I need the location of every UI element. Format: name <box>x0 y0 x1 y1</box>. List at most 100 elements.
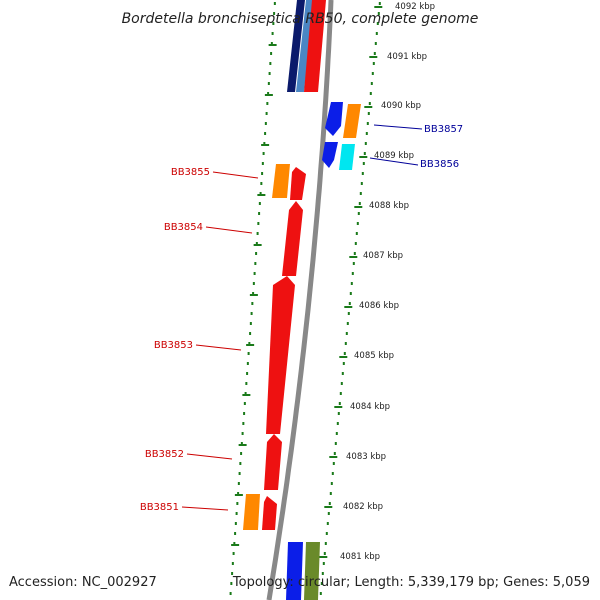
ruler-dot <box>242 422 245 425</box>
tick-label-4086: 4086 kbp <box>359 301 399 311</box>
ruler-dot <box>334 442 337 445</box>
gene-feature <box>266 276 295 434</box>
ruler-dot <box>351 272 354 275</box>
tick-label-4089: 4089 kbp <box>374 151 414 161</box>
gene-label-bb3853[interactable]: BB3853 <box>154 340 193 351</box>
tick-label-4084: 4084 kbp <box>350 402 390 412</box>
gene-feature <box>325 102 343 136</box>
ruler-dot <box>237 482 240 485</box>
gene-label-bb3854[interactable]: BB3854 <box>164 222 203 233</box>
ruler-dot <box>273 2 276 5</box>
ruler-dot <box>273 12 276 15</box>
ruler-dot <box>322 562 325 565</box>
ruler-dot <box>350 282 353 285</box>
gene-label-bb3856[interactable]: BB3856 <box>420 159 459 170</box>
ruler-dot <box>251 302 254 305</box>
leader-line <box>369 157 419 166</box>
ruler-dot <box>238 472 241 475</box>
gene-label-bb3857[interactable]: BB3857 <box>424 124 463 135</box>
ruler-dot <box>265 112 268 115</box>
ruler-dot <box>268 72 271 75</box>
ruler-dot <box>270 42 273 45</box>
ruler-dot <box>371 72 374 75</box>
ruler-dot <box>357 212 360 215</box>
genome-backbone <box>266 0 334 600</box>
ruler-dot <box>374 42 377 45</box>
ruler-dot <box>370 82 373 85</box>
ruler-dot <box>241 432 244 435</box>
ruler-dot <box>243 402 246 405</box>
ruler-ticks <box>231 6 383 558</box>
leader-line <box>205 226 253 234</box>
tick-label-4087: 4087 kbp <box>363 251 403 261</box>
gene-label-bb3855[interactable]: BB3855 <box>171 167 210 178</box>
ruler-dot <box>233 542 236 545</box>
ruler-dot <box>336 422 339 425</box>
ruler-dot <box>327 512 330 515</box>
ruler-dot <box>236 502 239 505</box>
ruler-dot <box>252 292 255 295</box>
gene-feature <box>296 0 314 92</box>
ruler-dot <box>376 22 379 25</box>
ruler-dot <box>329 492 332 495</box>
ruler-dot <box>257 222 260 225</box>
ruler-dot <box>247 352 250 355</box>
ruler-dot <box>254 262 257 265</box>
ruler-dot <box>264 132 267 135</box>
ruler-dot <box>363 152 366 155</box>
ruler-dot <box>231 572 234 575</box>
ruler-dot <box>248 342 251 345</box>
ruler-dot <box>250 312 253 315</box>
ruler-dot <box>271 32 274 35</box>
ruler-dot <box>269 62 272 65</box>
ruler-dot <box>261 162 264 165</box>
ruler-dot <box>354 242 357 245</box>
ruler-dot <box>255 242 258 245</box>
ruler-dot <box>337 412 340 415</box>
ruler-left-dots <box>229 2 276 595</box>
ruler-dot <box>252 282 255 285</box>
ruler-dot <box>237 492 240 495</box>
tick-label-4088: 4088 kbp <box>369 201 409 211</box>
ruler-dot <box>359 192 362 195</box>
ruler-dot <box>346 322 349 325</box>
ruler-dot <box>260 182 263 185</box>
ruler-dot <box>365 132 368 135</box>
ruler-dot <box>375 32 378 35</box>
tick-label-4091: 4091 kbp <box>387 52 427 62</box>
gene-feature <box>264 434 282 490</box>
ruler-dot <box>352 262 355 265</box>
ruler-dot <box>347 312 350 315</box>
gene-feature <box>243 494 260 530</box>
ruler-dot <box>240 452 243 455</box>
ruler-dot <box>366 122 369 125</box>
ruler-dot <box>234 522 237 525</box>
gene-feature <box>282 201 303 276</box>
ruler-dot <box>262 152 265 155</box>
ruler-dot <box>264 122 267 125</box>
gene-label-bb3851[interactable]: BB3851 <box>140 502 179 513</box>
gene-feature <box>272 164 290 198</box>
ruler-dot <box>372 62 375 65</box>
ruler-dot <box>355 232 358 235</box>
ruler-dot <box>361 172 364 175</box>
ruler-dot <box>253 272 256 275</box>
topology-text: Topology: circular; Length: 5,339,179 bp… <box>232 575 590 590</box>
ruler-dot <box>229 592 232 595</box>
ruler-dot <box>263 142 266 145</box>
label-leaders <box>181 124 423 511</box>
ruler-dot <box>338 402 341 405</box>
gene-label-bb3852[interactable]: BB3852 <box>145 449 184 460</box>
leader-line <box>373 124 423 130</box>
ruler-dot <box>255 252 258 255</box>
ruler-dot <box>326 522 329 525</box>
tick-label-4082: 4082 kbp <box>343 502 383 512</box>
ruler-dot <box>364 142 367 145</box>
ruler-dot <box>377 12 380 15</box>
ruler-dot <box>356 222 359 225</box>
gene-feature <box>287 0 305 92</box>
ruler-dot <box>320 582 323 585</box>
gene-labels: BB3857 BB3856 BB3855 BB3854 BB3853 BB385… <box>140 124 463 513</box>
ruler-dot <box>353 252 356 255</box>
